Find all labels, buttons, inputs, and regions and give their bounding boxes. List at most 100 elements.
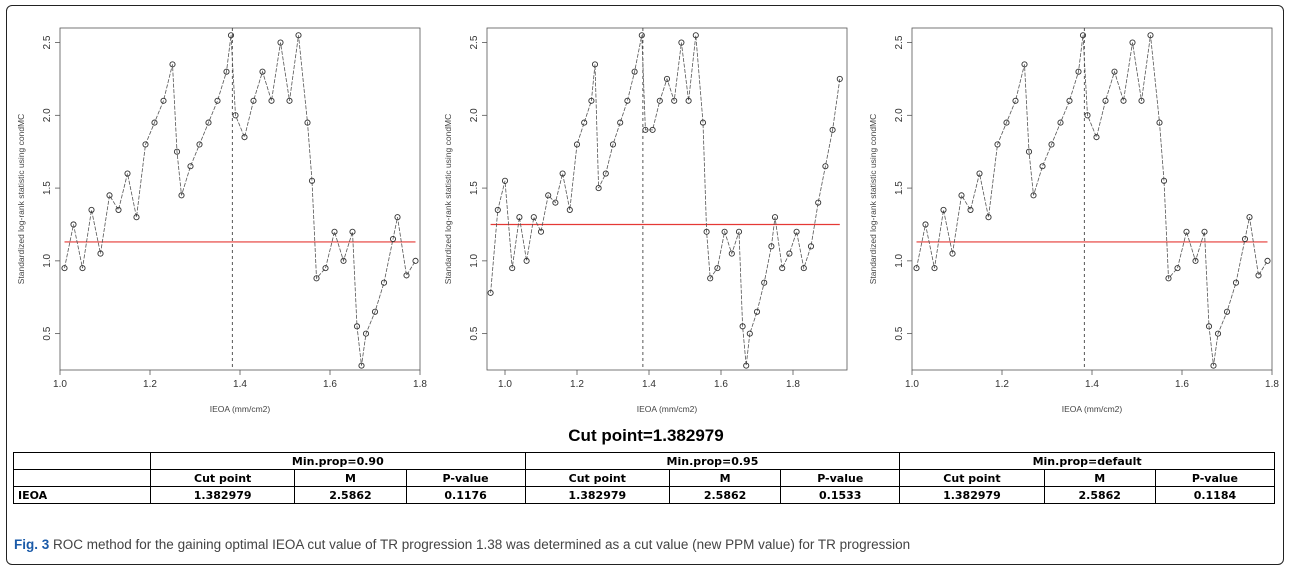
data-point xyxy=(678,39,685,46)
x-tick-label: 1.0 xyxy=(498,379,512,390)
data-point xyxy=(1255,272,1262,279)
data-point xyxy=(124,170,131,177)
group-header: Min.prop=default xyxy=(899,452,1275,470)
y-tick-label: 2.5 xyxy=(894,35,905,49)
x-tick-label: 1.6 xyxy=(323,379,337,390)
column-header: P-value xyxy=(405,469,526,487)
table-corner-cell xyxy=(13,452,151,470)
group-header: Min.prop=0.95 xyxy=(524,452,901,470)
chart-1: 1.0 1.2 1.4 1.6 1.8 0.5 1.0 1.5 2.0 2.5 IEOA (mm/c… xyxy=(16,27,427,414)
x-tick-label: 1.2 xyxy=(995,379,1009,390)
cut-point-title: Cut point=1.382979 xyxy=(568,426,724,445)
data-point xyxy=(994,141,1001,148)
table-cell: 2.5862 xyxy=(668,486,782,504)
data-point xyxy=(638,32,645,39)
data-point xyxy=(79,265,86,272)
data-point xyxy=(353,323,361,330)
table-group-row: Min.prop=0.90 Min.prop=0.95 Min.prop=def… xyxy=(13,452,1275,470)
data-point xyxy=(949,250,956,257)
y-tick-label: 2.5 xyxy=(469,35,480,49)
data-point xyxy=(494,206,501,213)
table-cell: 0.1184 xyxy=(1154,486,1276,504)
data-point xyxy=(1183,228,1190,235)
data-point xyxy=(545,192,552,199)
y-tick-label: 0.5 xyxy=(469,326,480,340)
data-point xyxy=(394,214,401,221)
y-tick-label: 2.5 xyxy=(42,35,53,49)
data-point xyxy=(931,265,938,272)
data-point xyxy=(169,61,176,68)
data-point xyxy=(97,250,104,257)
data-point xyxy=(631,68,638,75)
data-point xyxy=(721,228,728,235)
data-point xyxy=(1111,68,1118,75)
data-point xyxy=(1174,265,1181,272)
data-point xyxy=(771,214,779,221)
table-cell: 2.5862 xyxy=(1043,486,1156,504)
data-point xyxy=(403,272,410,279)
data-point xyxy=(487,289,494,296)
data-point xyxy=(976,170,983,177)
table-cell: 1.382979 xyxy=(149,486,296,504)
caption-label: Fig. 3 xyxy=(14,537,50,552)
data-point xyxy=(985,214,992,221)
x-tick-label: 1.8 xyxy=(1265,379,1279,390)
plot-box xyxy=(911,27,1273,371)
y-tick-label: 0.5 xyxy=(894,326,905,340)
data-point xyxy=(70,221,77,228)
data-point xyxy=(552,199,559,206)
data-point xyxy=(371,308,379,315)
y-tick-label: 1.5 xyxy=(42,181,53,195)
data-point xyxy=(685,97,692,104)
data-point xyxy=(142,141,149,148)
column-header: M xyxy=(294,469,407,487)
table-cell: 0.1176 xyxy=(405,486,526,504)
x-tick-label: 1.0 xyxy=(53,379,67,390)
plot-box xyxy=(59,27,421,371)
data-point xyxy=(1129,39,1136,46)
data-point xyxy=(1120,97,1127,104)
data-point xyxy=(1075,68,1082,75)
chart-panel-3: 1.0 1.2 1.4 1.6 1.8 0.5 1.0 1.5 2.0 2.5 IEOA (mm/c… xyxy=(862,10,1282,422)
y-axis-label: Standardized log-rank statistic using co… xyxy=(868,114,878,285)
data-point xyxy=(1246,214,1253,221)
data-point xyxy=(617,119,624,126)
data-point xyxy=(728,250,735,257)
data-point xyxy=(753,308,761,315)
table-cell: 2.5862 xyxy=(294,486,407,504)
x-tick-label: 1.0 xyxy=(905,379,919,390)
x-tick-label: 1.6 xyxy=(714,379,728,390)
x-axis-label: IEOA (mm/cm2) xyxy=(637,404,698,414)
data-point xyxy=(516,214,523,221)
data-point xyxy=(106,192,113,199)
column-header: Cut point xyxy=(149,469,296,487)
data-point xyxy=(1025,148,1033,155)
figure-caption: Fig. 3 ROC method for the gaining optima… xyxy=(14,537,1279,552)
data-point xyxy=(1003,119,1010,126)
data-point xyxy=(768,243,775,250)
data-point xyxy=(232,112,239,119)
table-corner-cell xyxy=(13,469,151,487)
data-point xyxy=(133,214,140,221)
data-point xyxy=(250,97,257,104)
data-point xyxy=(151,119,158,126)
y-tick-label: 1.0 xyxy=(894,253,905,267)
data-point xyxy=(800,265,807,272)
x-tick-label: 1.8 xyxy=(786,379,800,390)
data-point xyxy=(1084,112,1091,119)
data-point xyxy=(958,192,965,199)
data-point xyxy=(88,206,95,213)
data-point xyxy=(277,39,284,46)
data-point xyxy=(412,257,419,264)
chart-3: 1.0 1.2 1.4 1.6 1.8 0.5 1.0 1.5 2.0 2.5 IEOA (mm/c… xyxy=(868,27,1279,414)
x-tick-label: 1.4 xyxy=(233,379,247,390)
column-header: M xyxy=(1043,469,1156,487)
data-point xyxy=(1241,235,1249,243)
data-point xyxy=(331,228,338,235)
data-point xyxy=(304,119,311,126)
data-point xyxy=(602,170,609,177)
data-point xyxy=(1232,279,1240,286)
data-point xyxy=(1039,163,1046,170)
data-point xyxy=(703,228,710,235)
data-point xyxy=(389,235,397,243)
